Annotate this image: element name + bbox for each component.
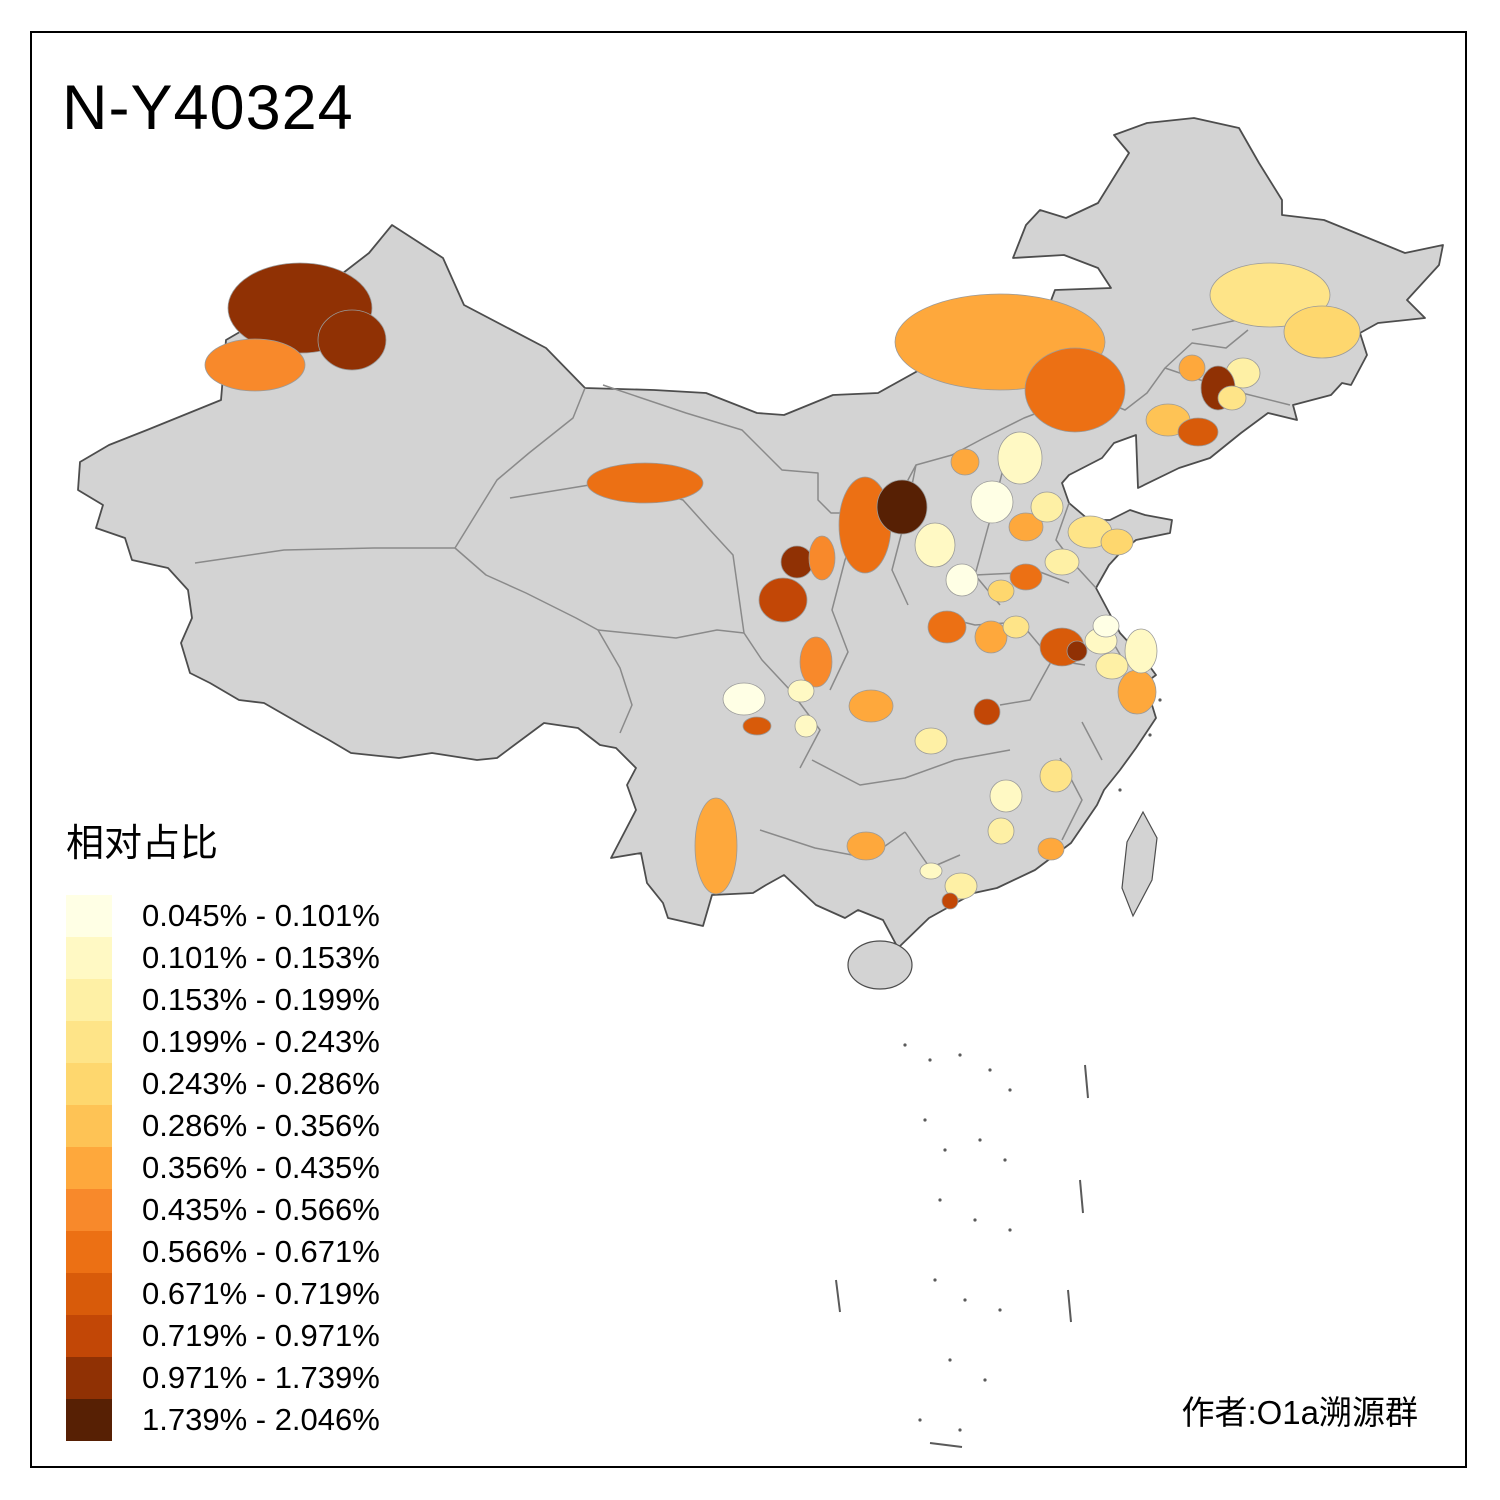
legend-item: 0.101% - 0.153% <box>66 937 380 979</box>
map-region <box>794 714 818 738</box>
map-region <box>989 779 1023 813</box>
legend-item: 0.435% - 0.566% <box>66 1189 380 1231</box>
map-region <box>787 679 815 703</box>
attribution: 作者:O1a溯源群 <box>1181 1394 1418 1431</box>
map-region <box>317 309 387 371</box>
taiwan-island <box>1121 810 1158 918</box>
map-region <box>1024 347 1126 433</box>
legend-swatch <box>66 979 112 1021</box>
map-region <box>1092 614 1120 638</box>
map-region <box>1066 640 1088 662</box>
legend-swatch <box>66 1357 112 1399</box>
map-region <box>1039 759 1073 793</box>
legend-label: 0.153% - 0.199% <box>142 982 380 1017</box>
map-region <box>1283 305 1361 359</box>
legend-item: 0.199% - 0.243% <box>66 1021 380 1063</box>
legend-item: 1.739% - 2.046% <box>66 1399 380 1441</box>
map-region <box>997 431 1043 485</box>
map-region <box>1178 354 1206 382</box>
legend-items: 0.045% - 0.101% 0.101% - 0.153% 0.153% - 0… <box>66 895 380 1441</box>
map-region <box>941 892 959 910</box>
map-region <box>1030 491 1064 523</box>
legend-label: 0.286% - 0.356% <box>142 1108 380 1143</box>
legend-label: 0.719% - 0.971% <box>142 1318 380 1353</box>
map-region <box>914 727 948 755</box>
map-region <box>1008 512 1044 542</box>
map-region <box>204 338 306 392</box>
map-region <box>944 872 978 900</box>
map-region <box>846 831 886 861</box>
legend-swatch <box>66 1273 112 1315</box>
map-region <box>876 479 928 535</box>
map-region <box>722 682 766 716</box>
legend-label: 0.435% - 0.566% <box>142 1192 380 1227</box>
legend-item: 0.356% - 0.435% <box>66 1147 380 1189</box>
legend-item: 0.243% - 0.286% <box>66 1063 380 1105</box>
legend-swatch <box>66 1147 112 1189</box>
map-region <box>1124 628 1158 674</box>
legend-label: 0.045% - 0.101% <box>142 898 380 933</box>
map-region <box>1002 615 1030 639</box>
map-region <box>1100 528 1134 556</box>
map-region <box>945 563 979 597</box>
map-region <box>586 462 704 504</box>
legend-label: 0.243% - 0.286% <box>142 1066 380 1101</box>
map-region <box>914 522 956 568</box>
map-region <box>1044 548 1080 576</box>
map-region <box>974 620 1008 654</box>
map-region <box>1095 652 1129 680</box>
map-region <box>808 535 836 581</box>
map-region <box>799 636 833 688</box>
legend-item: 0.045% - 0.101% <box>66 895 380 937</box>
map-region <box>987 579 1015 603</box>
map-region <box>848 689 894 723</box>
south-china-sea-marks <box>835 698 1162 1448</box>
legend-swatch <box>66 1399 112 1441</box>
map-region <box>1009 563 1043 591</box>
legend-label: 1.739% - 2.046% <box>142 1402 380 1437</box>
legend-label: 0.101% - 0.153% <box>142 940 380 975</box>
legend-label: 0.671% - 0.719% <box>142 1276 380 1311</box>
map-region <box>973 698 1001 726</box>
plot-title: N-Y40324 <box>62 73 354 143</box>
legend-swatch <box>66 1315 112 1357</box>
legend-swatch <box>66 1021 112 1063</box>
legend-label: 0.356% - 0.435% <box>142 1150 380 1185</box>
legend-swatch <box>66 1063 112 1105</box>
map-region <box>1117 669 1157 715</box>
legend: 相对占比 0.045% - 0.101% 0.101% - 0.153% 0.153… <box>66 812 380 1441</box>
map-region <box>970 480 1014 524</box>
legend-item: 0.566% - 0.671% <box>66 1231 380 1273</box>
map-region <box>1177 417 1219 447</box>
legend-label: 0.566% - 0.671% <box>142 1234 380 1269</box>
hainan-island <box>847 940 913 990</box>
legend-swatch <box>66 1105 112 1147</box>
legend-swatch <box>66 1189 112 1231</box>
legend-title: 相对占比 <box>66 823 219 865</box>
legend-swatch <box>66 895 112 937</box>
map-region <box>742 716 772 736</box>
colored-regions <box>204 262 1361 910</box>
legend-item: 0.971% - 1.739% <box>66 1357 380 1399</box>
legend-swatch <box>66 937 112 979</box>
map-region <box>780 545 814 579</box>
map-region <box>927 610 967 644</box>
map-region <box>758 577 808 623</box>
map-region <box>694 797 738 895</box>
legend-label: 0.971% - 1.739% <box>142 1360 380 1395</box>
map-region <box>1217 385 1247 411</box>
legend-label: 0.199% - 0.243% <box>142 1024 380 1059</box>
map-region <box>950 448 980 476</box>
map-region <box>1037 837 1065 861</box>
map-region <box>919 862 943 880</box>
map-region <box>987 817 1015 845</box>
legend-swatch <box>66 1231 112 1273</box>
legend-item: 0.719% - 0.971% <box>66 1315 380 1357</box>
legend-item: 0.286% - 0.356% <box>66 1105 380 1147</box>
legend-item: 0.153% - 0.199% <box>66 979 380 1021</box>
legend-item: 0.671% - 0.719% <box>66 1273 380 1315</box>
